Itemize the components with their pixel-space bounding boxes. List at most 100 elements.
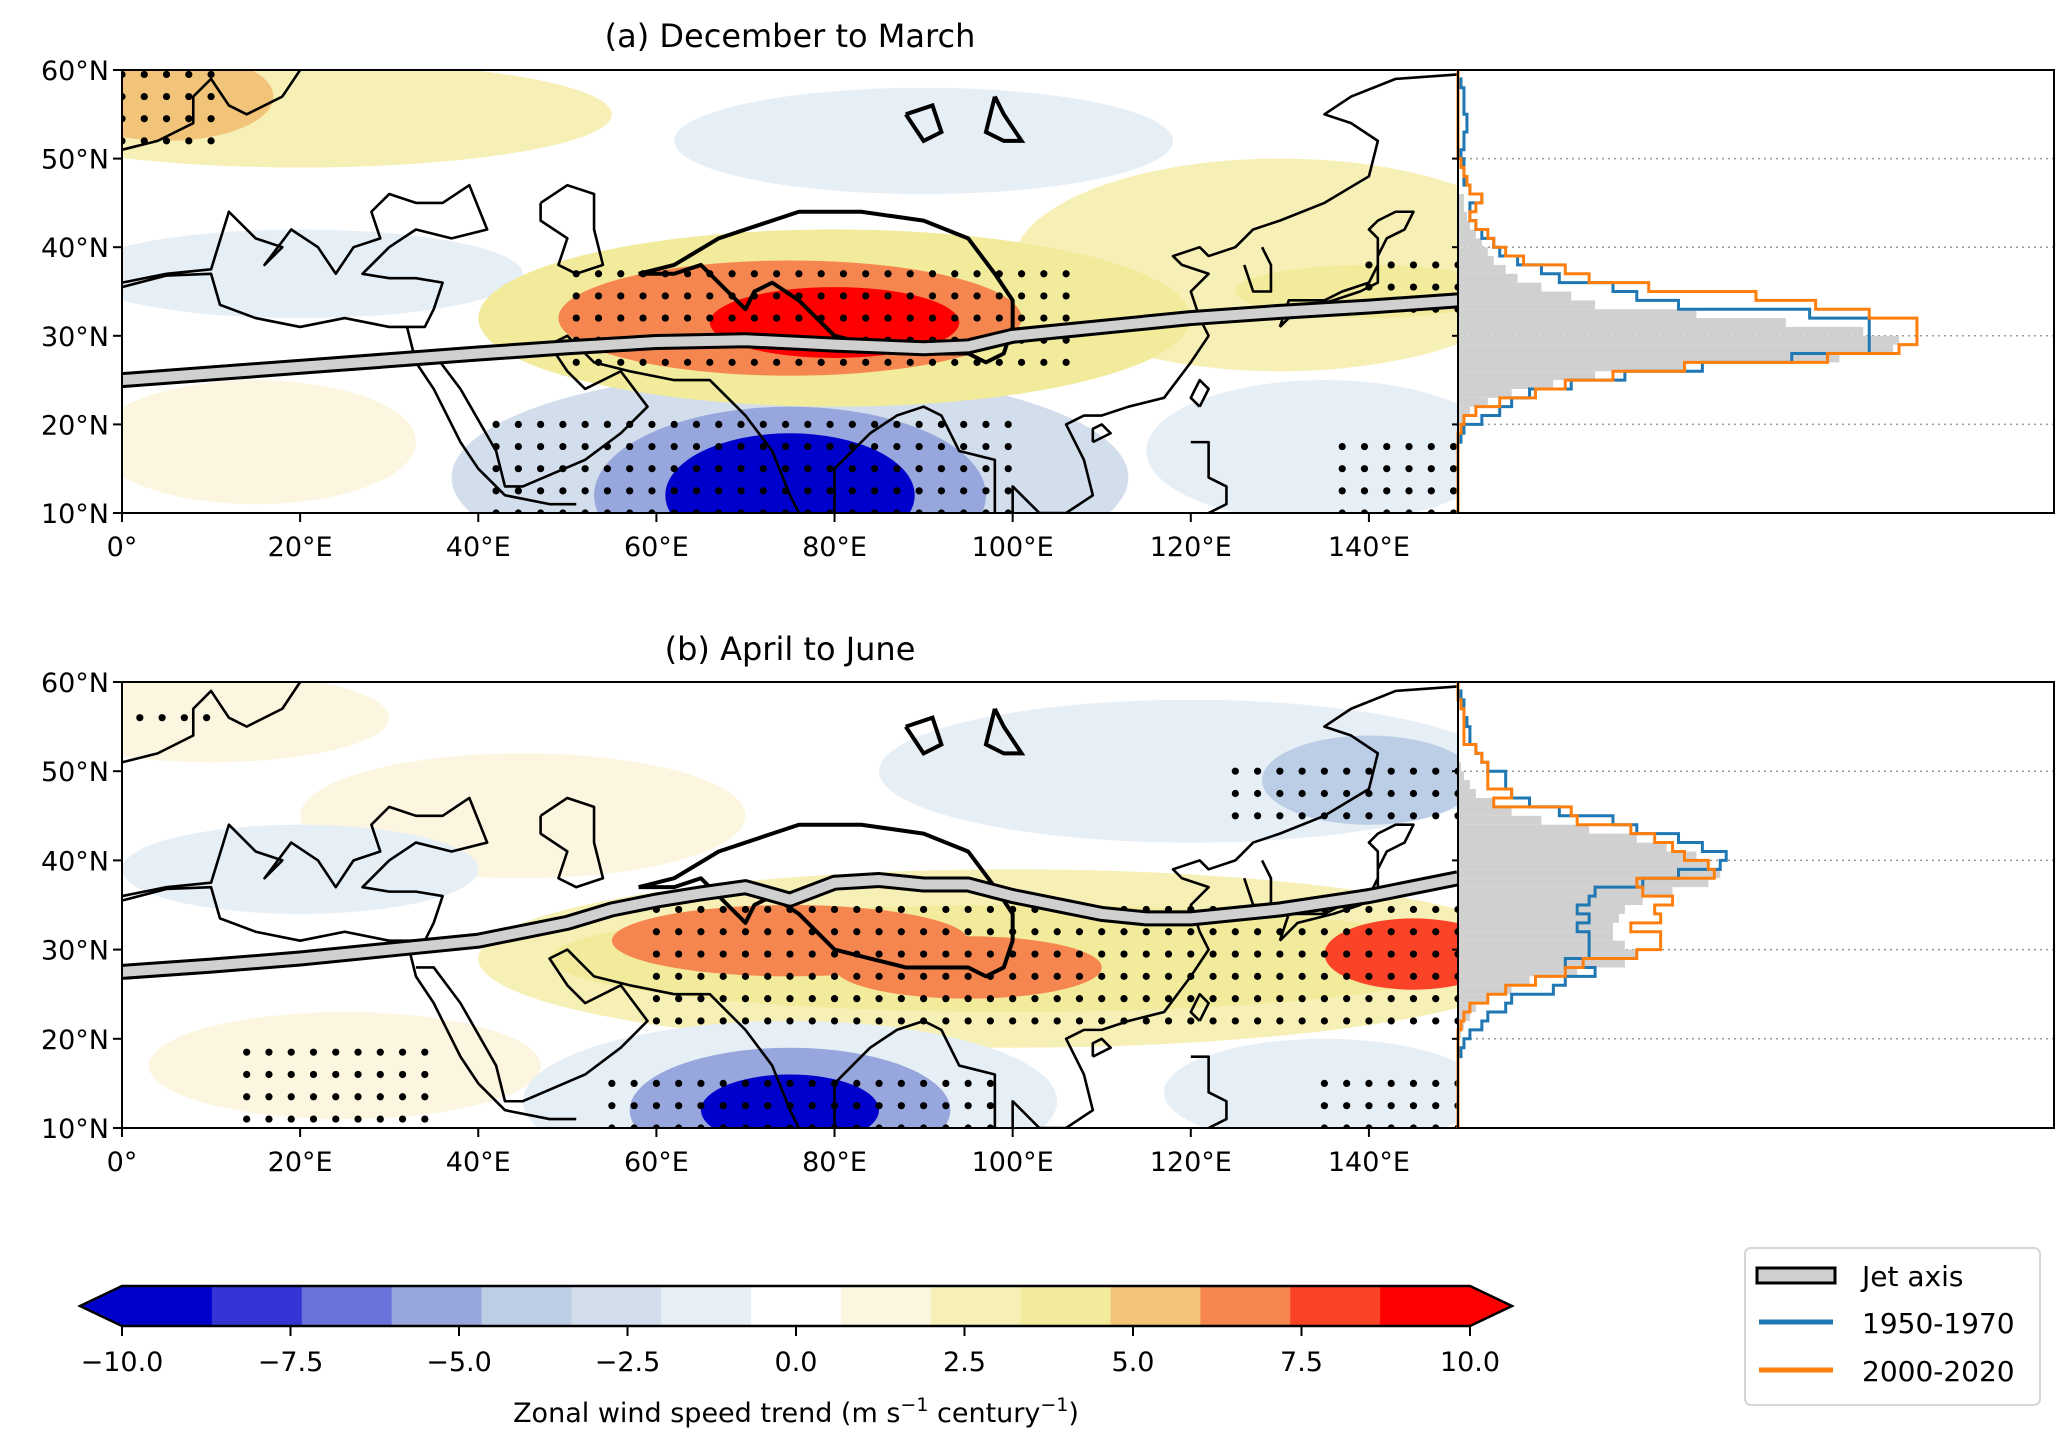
significance-dot — [559, 487, 567, 495]
significance-dot — [581, 420, 589, 428]
panel-b-histogram-frame — [1457, 681, 2055, 1129]
significance-dot — [398, 1070, 407, 1079]
significance-dot — [1432, 789, 1440, 798]
histogram-jet-bar — [1458, 967, 1578, 977]
significance-dot — [1298, 972, 1306, 980]
significance-dot — [1298, 950, 1306, 958]
significance-dot — [1320, 1102, 1328, 1110]
y-tick-label: 40°N — [41, 846, 109, 877]
significance-dot — [893, 442, 901, 451]
significance-dot — [915, 442, 923, 451]
significance-dot — [581, 442, 589, 451]
significance-dot — [1231, 789, 1239, 798]
significance-dot — [1053, 995, 1061, 1003]
significance-dot — [136, 714, 144, 722]
significance-dot — [1062, 314, 1070, 322]
panel-a-jet-axis — [122, 292, 1458, 389]
significance-dot — [808, 972, 816, 980]
significance-dot — [162, 115, 171, 123]
significance-dot — [514, 442, 522, 451]
significance-dot — [942, 972, 950, 980]
lake-outline — [983, 95, 1026, 143]
colorbar-bin — [122, 1286, 213, 1326]
significance-dot — [1338, 487, 1346, 495]
significance-dot — [1298, 812, 1306, 820]
significance-dot — [675, 950, 683, 958]
significance-dot — [1387, 995, 1395, 1003]
histogram-jet-bar — [1458, 211, 1467, 221]
significance-dot — [928, 270, 937, 278]
significance-dot — [960, 465, 968, 473]
significance-dot — [1298, 789, 1306, 798]
significance-dot — [982, 442, 990, 451]
significance-dot — [1231, 928, 1239, 936]
anomaly-region — [122, 70, 274, 141]
significance-dot — [884, 358, 892, 366]
significance-dot — [1320, 928, 1328, 936]
histogram-jet-bar — [1458, 362, 1685, 372]
significance-dot — [906, 358, 914, 366]
coastline — [415, 334, 801, 513]
significance-dot — [786, 950, 794, 958]
significance-dot — [1365, 789, 1373, 798]
histogram-jet-bar — [1458, 833, 1637, 843]
significance-dot — [207, 115, 215, 123]
significance-dot — [1276, 995, 1284, 1003]
significance-dot — [1365, 261, 1373, 269]
significance-dot — [1231, 950, 1239, 958]
significance-dot — [1120, 972, 1128, 980]
significance-dot — [243, 1070, 251, 1079]
significance-dot — [1031, 1017, 1039, 1025]
significance-dot — [603, 420, 612, 428]
x-tick-label: 60°E — [624, 532, 689, 563]
significance-dot — [207, 70, 215, 79]
significance-dot — [1098, 950, 1106, 958]
significance-dot — [398, 1048, 407, 1056]
significance-dot — [594, 314, 603, 322]
y-tick-label: 30°N — [41, 322, 109, 353]
panel-a-histogram-frame — [1457, 69, 2055, 514]
significance-dot — [594, 270, 603, 278]
significance-dot — [942, 928, 950, 936]
significance-dot — [1387, 767, 1395, 775]
histogram-jet-bar — [1458, 797, 1494, 807]
y-tick-label: 10°N — [41, 499, 109, 530]
significance-dot — [808, 1017, 816, 1025]
coastline — [1190, 440, 1228, 513]
significance-dot — [265, 1048, 273, 1056]
significance-dot — [928, 314, 937, 322]
significance-dot — [617, 358, 625, 366]
significance-dot — [514, 420, 522, 428]
significance-dot — [1142, 972, 1150, 980]
significance-dot — [1075, 995, 1084, 1003]
significance-dot — [1387, 1017, 1395, 1025]
panel-a-y-axis: 10°N 20°N 30°N 40°N 50°N 60°N — [41, 56, 122, 530]
significance-dot — [639, 314, 647, 322]
significance-dot — [648, 465, 656, 473]
significance-dot — [826, 465, 834, 473]
significance-dot — [830, 905, 839, 914]
significance-dot — [1409, 972, 1418, 980]
colorbar-bin — [930, 1286, 1022, 1326]
significance-dot — [692, 465, 701, 473]
significance-dot — [309, 1070, 318, 1079]
significance-dot — [1409, 950, 1418, 958]
histogram-jet-bar — [1458, 994, 1488, 1004]
histogram-jet-bar — [1458, 318, 1786, 327]
significance-dot — [492, 420, 500, 428]
coastline — [122, 682, 302, 764]
significance-dot — [1427, 442, 1435, 451]
significance-dot — [1383, 442, 1391, 451]
significance-dot — [1075, 950, 1084, 958]
y-tick-label: 60°N — [41, 56, 109, 87]
significance-dot — [1365, 928, 1373, 936]
significance-dot — [1432, 1079, 1440, 1087]
significance-dot — [1387, 283, 1395, 291]
significance-dot — [804, 442, 812, 451]
significance-dot — [1142, 995, 1150, 1003]
significance-dot — [920, 972, 928, 980]
significance-dot — [719, 1102, 727, 1110]
significance-dot — [1254, 812, 1262, 820]
significance-dot — [1365, 905, 1373, 914]
significance-dot — [781, 442, 790, 451]
